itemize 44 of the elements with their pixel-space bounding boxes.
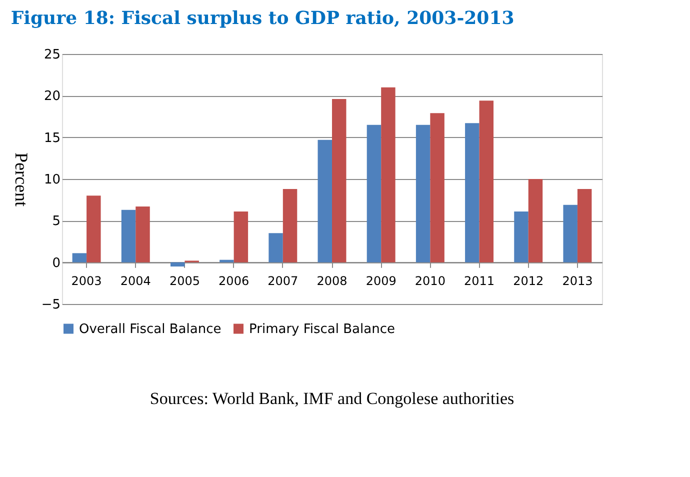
legend-label: Overall Fiscal Balance (79, 322, 222, 337)
bar (563, 204, 578, 262)
bar (72, 253, 87, 262)
chart-title: Figure 18: Fiscal surplus to GDP ratio, 2003-2013 (10, 8, 514, 29)
y-tick-label: 5 (52, 214, 60, 230)
x-tick-label: 2012 (513, 274, 544, 288)
y-tick-label: −5 (41, 298, 60, 312)
x-tick-label: 2003 (71, 274, 102, 288)
y-tick-label: 20 (44, 89, 60, 104)
bar (282, 189, 298, 262)
bar (514, 212, 528, 262)
bar (528, 179, 543, 262)
bar (332, 99, 346, 262)
bar (170, 262, 185, 266)
x-tick-label: 2004 (120, 274, 151, 288)
bar (136, 206, 150, 262)
source-note: Sources: World Bank, IMF and Congolese authorities (150, 389, 514, 408)
bar (479, 100, 494, 262)
bar (366, 124, 382, 262)
x-tick-label: 2009 (366, 274, 396, 288)
x-tick-label: 2006 (218, 274, 250, 288)
bar (234, 212, 248, 262)
y-tick-label: 0 (52, 256, 60, 271)
bar (381, 87, 396, 262)
x-tick-label: 2010 (414, 274, 446, 288)
bar (86, 196, 101, 262)
x-tick-label: 2007 (268, 274, 298, 288)
bar (121, 210, 136, 262)
bar (268, 233, 283, 262)
bar (577, 189, 592, 262)
bar (430, 113, 444, 262)
y-axis-title: Percent (11, 152, 32, 206)
bar (465, 123, 480, 262)
y-tick-label: 15 (44, 130, 60, 146)
bar (416, 124, 430, 262)
bar (220, 260, 234, 262)
y-tick-label: 25 (44, 48, 60, 62)
y-tick-label: 10 (44, 172, 60, 188)
bar (318, 140, 332, 262)
x-tick-label: 2005 (169, 274, 200, 288)
x-tick-label: 2013 (562, 274, 593, 288)
x-tick-label: 2008 (316, 274, 348, 288)
x-tick-label: 2011 (464, 274, 495, 288)
legend-label: Primary Fiscal Balance (249, 322, 395, 337)
